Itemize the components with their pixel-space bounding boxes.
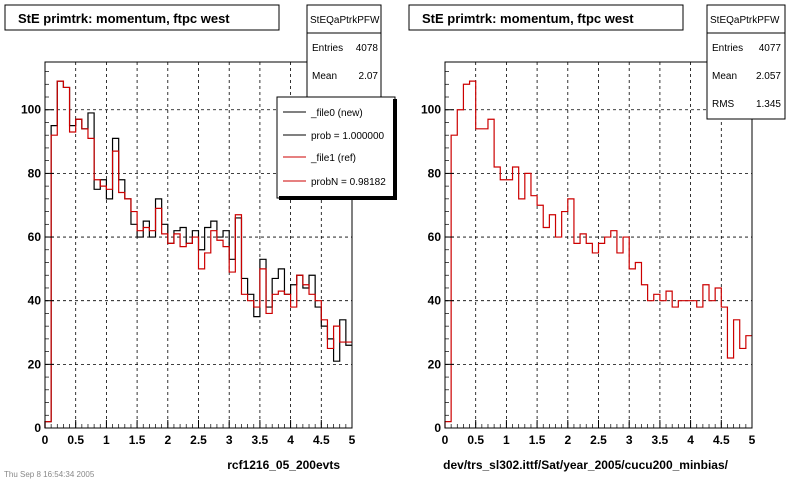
stats-entries-label: Entries: [312, 43, 343, 54]
x-tick-label: 3.5: [652, 433, 669, 447]
x-tick-label: 2.5: [190, 433, 207, 447]
x-tick-label: 4.5: [713, 433, 730, 447]
histograms: [444, 80, 752, 428]
histogram-series-0: [444, 80, 752, 428]
chart-title-box: StE primtrk: momentum, ftpc west: [408, 4, 684, 31]
x-tick-label: 5: [349, 433, 356, 447]
y-tick-label: 60: [28, 230, 42, 244]
x-tick-label: 0.5: [67, 433, 84, 447]
stats-name: StEQaPtrkPFW: [710, 15, 780, 26]
chart-title: StE primtrk: momentum, ftpc west: [18, 11, 230, 26]
x-tick-label: 4: [687, 433, 694, 447]
y-tick-label: 40: [428, 294, 442, 308]
x-tick-label: 1.5: [529, 433, 546, 447]
legend-label-0: _file0 (new): [310, 108, 363, 119]
y-tick-label: 100: [421, 103, 441, 117]
x-tick-label: 3: [626, 433, 633, 447]
y-tick-label: 0: [434, 421, 441, 435]
axes: 0 0.5 1 1.5 2 2.5 3 3.5 4 4.5 5 0 20 40 60 80 100: [421, 71, 756, 447]
x-tick-label: 3.5: [252, 433, 269, 447]
stats-box: StEQaPtrkPFW Entries 4077 Mean 2.057 RMS…: [706, 4, 786, 120]
y-tick-label: 0: [34, 421, 41, 435]
y-tick-label: 20: [428, 357, 442, 371]
x-tick-label: 1.5: [129, 433, 146, 447]
stats-name: StEQaPtrkPFW: [310, 15, 380, 26]
stats-rms-value: 1.345: [756, 99, 781, 110]
right-chart: 0 0.5 1 1.5 2 2.5 3 3.5 4 4.5 5 0 20 40 60 80 100 StE pr…: [408, 4, 786, 472]
stats-entries-value: 4078: [356, 43, 379, 54]
stats-entries-value: 4077: [759, 43, 782, 54]
x-tick-label: 2: [164, 433, 171, 447]
x-tick-label: 0: [42, 433, 49, 447]
x-axis-label: rcf1216_05_200evts: [227, 458, 340, 472]
x-tick-label: 4: [287, 433, 294, 447]
stats-mean-value: 2.07: [359, 71, 379, 82]
legend-label-3: probN = 0.98182: [311, 177, 386, 188]
axes: 0 0.5 1 1.5 2 2.5 3 3.5 4 4.5 5 0 20 40 60 80 100: [21, 71, 356, 447]
x-tick-label: 1: [503, 433, 510, 447]
chart-title-box: StE primtrk: momentum, ftpc west: [4, 4, 280, 31]
x-tick-label: 2.5: [590, 433, 607, 447]
y-tick-label: 80: [428, 166, 442, 180]
x-axis-label: dev/trs_sl302.ittf/Sat/year_2005/cucu200…: [443, 458, 728, 472]
y-tick-label: 60: [428, 230, 442, 244]
y-tick-label: 20: [28, 357, 42, 371]
histogram-series-1: [44, 80, 352, 428]
timestamp: Thu Sep 8 16:54:34 2005: [4, 470, 95, 479]
y-tick-label: 40: [28, 294, 42, 308]
stats-entries-label: Entries: [712, 43, 743, 54]
histograms: [44, 80, 352, 428]
legend-label-2: _file1 (ref): [310, 153, 356, 164]
x-tick-label: 3: [226, 433, 233, 447]
stats-mean-value: 2.057: [756, 71, 781, 82]
stats-rms-label: RMS: [712, 99, 735, 110]
x-tick-label: 0.5: [467, 433, 484, 447]
x-tick-label: 4.5: [313, 433, 330, 447]
stats-mean-label: Mean: [712, 71, 737, 82]
chart-title: StE primtrk: momentum, ftpc west: [422, 11, 634, 26]
left-chart: 0 0.5 1 1.5 2 2.5 3 3.5 4 4.5 5 0 20 40 60 80 100 StE pr…: [4, 4, 397, 472]
legend: _file0 (new) prob = 1.000000 _file1 (ref…: [276, 96, 397, 200]
x-tick-label: 0: [442, 433, 449, 447]
y-tick-label: 100: [21, 103, 41, 117]
x-tick-label: 1: [103, 433, 110, 447]
x-tick-label: 5: [749, 433, 756, 447]
stats-mean-label: Mean: [312, 71, 337, 82]
x-tick-label: 2: [564, 433, 571, 447]
legend-label-1: prob = 1.000000: [311, 131, 385, 142]
y-tick-label: 80: [28, 166, 42, 180]
